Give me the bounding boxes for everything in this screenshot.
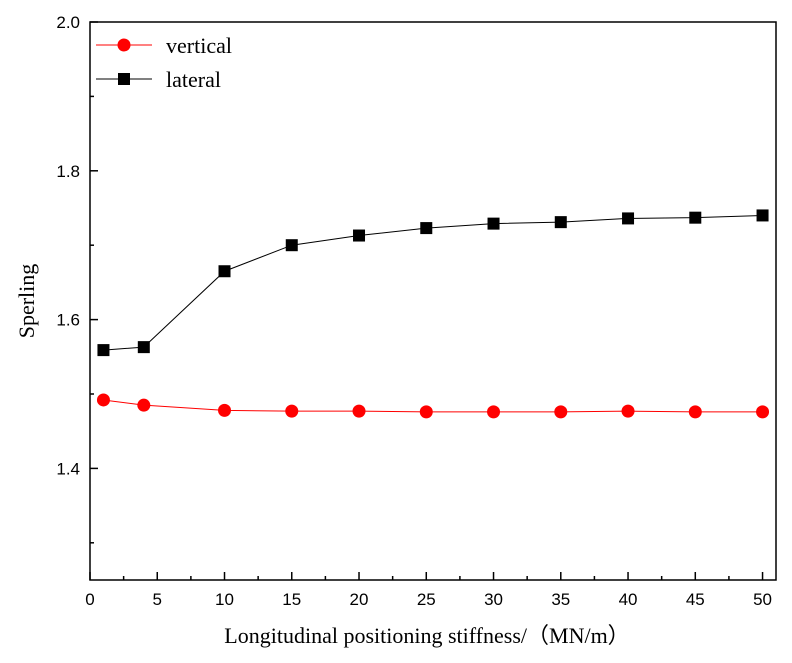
y-tick-label: 2.0 bbox=[56, 13, 80, 32]
legend-label-lateral: lateral bbox=[166, 67, 221, 92]
x-tick-label: 30 bbox=[484, 590, 503, 609]
data-point-vertical bbox=[621, 404, 635, 418]
series-line-vertical bbox=[103, 399, 763, 413]
data-point-lateral bbox=[420, 222, 433, 235]
y-axis-title: Sperling bbox=[14, 264, 39, 339]
data-point-lateral bbox=[97, 344, 110, 357]
legend: vertical lateral bbox=[96, 33, 232, 92]
data-point-vertical bbox=[688, 405, 702, 419]
data-point-lateral bbox=[218, 265, 231, 278]
series-vertical bbox=[96, 393, 770, 419]
data-point-lateral bbox=[554, 216, 567, 229]
y-tick-label: 1.6 bbox=[56, 311, 80, 330]
data-point-lateral bbox=[756, 209, 769, 222]
x-tick-label: 50 bbox=[753, 590, 772, 609]
x-axis-title: Longitudinal positioning stiffness/（MN/m… bbox=[224, 623, 629, 648]
data-point-lateral bbox=[353, 229, 366, 242]
x-tick-label: 45 bbox=[686, 590, 705, 609]
series-layer bbox=[96, 209, 770, 419]
x-tick-label: 0 bbox=[85, 590, 94, 609]
axis-ticks bbox=[89, 21, 764, 580]
data-point-lateral bbox=[622, 212, 635, 225]
legend-label-vertical: vertical bbox=[166, 33, 232, 58]
data-point-vertical bbox=[96, 393, 110, 407]
y-tick-label: 1.8 bbox=[56, 162, 80, 181]
data-point-lateral bbox=[285, 239, 298, 252]
plot-frame bbox=[89, 21, 777, 581]
data-point-vertical bbox=[352, 404, 366, 418]
data-point-vertical bbox=[285, 404, 299, 418]
data-point-vertical bbox=[137, 398, 151, 412]
x-tick-label: 35 bbox=[551, 590, 570, 609]
legend-marker-vertical bbox=[117, 38, 131, 52]
data-point-lateral bbox=[487, 217, 500, 230]
series-lateral bbox=[97, 209, 769, 357]
x-tick-label: 15 bbox=[282, 590, 301, 609]
data-point-vertical bbox=[419, 405, 433, 419]
series-line-lateral bbox=[103, 214, 763, 351]
data-point-vertical bbox=[554, 405, 568, 419]
data-point-lateral bbox=[689, 211, 702, 224]
x-tick-label: 40 bbox=[619, 590, 638, 609]
x-tick-label: 20 bbox=[350, 590, 369, 609]
data-point-lateral bbox=[137, 341, 150, 354]
y-tick-label: 1.4 bbox=[56, 459, 80, 478]
data-point-vertical bbox=[487, 405, 501, 419]
x-tick-label: 25 bbox=[417, 590, 436, 609]
data-point-vertical bbox=[218, 403, 232, 417]
tick-labels: 0 5 10 15 20 25 30 35 40 45 50 1.4 1.6 1.8 2.0 bbox=[56, 13, 772, 609]
x-tick-label: 5 bbox=[153, 590, 162, 609]
data-point-vertical bbox=[756, 405, 770, 419]
x-tick-label: 10 bbox=[215, 590, 234, 609]
legend-marker-lateral bbox=[118, 73, 130, 85]
